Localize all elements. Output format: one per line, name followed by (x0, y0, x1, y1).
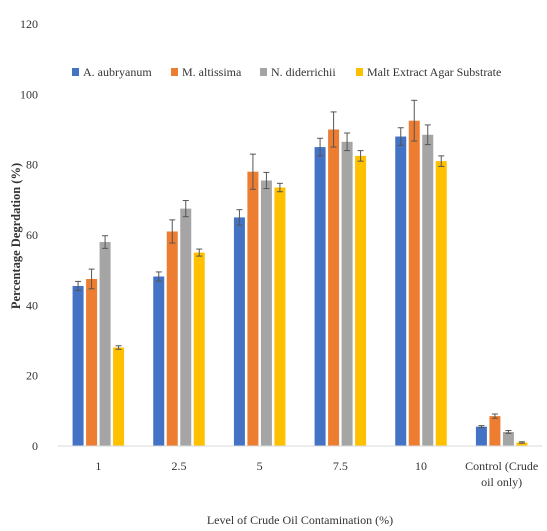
error-bar (518, 441, 525, 444)
y-tick-label: 20 (26, 369, 38, 383)
legend-item: M. altissima (171, 65, 242, 79)
error-bar (249, 153, 256, 190)
legend-swatch (72, 68, 79, 76)
bar (475, 426, 487, 446)
bar (355, 155, 367, 446)
y-tick-label: 0 (32, 439, 38, 453)
legend-item: N. diderrichii (260, 65, 336, 79)
error-bar (397, 127, 404, 146)
error-bar (357, 150, 364, 162)
y-tick-label: 120 (20, 17, 38, 31)
bar (180, 208, 192, 446)
bar (395, 136, 407, 447)
legend-label: N. diderrichii (271, 65, 336, 79)
bar (86, 278, 98, 446)
error-bar (75, 280, 82, 292)
y-tick-label: 40 (26, 298, 38, 312)
bar (502, 431, 514, 446)
y-axis-title: Percentage Degrdation (%) (9, 163, 23, 309)
error-bar (276, 182, 283, 193)
bar (193, 252, 205, 446)
bar (489, 416, 501, 446)
x-category-label: 2.5 (172, 459, 187, 473)
bar (72, 285, 84, 446)
bar (166, 231, 178, 446)
legend-item: Malt Extract Agar Substrate (356, 65, 501, 79)
bar (274, 187, 286, 446)
error-bar (155, 271, 162, 282)
bar (314, 147, 326, 447)
x-category-label: 5 (257, 459, 263, 473)
bar (113, 347, 125, 446)
y-tick-label: 60 (26, 228, 38, 242)
bar (516, 442, 528, 446)
legend-label: M. altissima (182, 65, 242, 79)
error-bar (478, 425, 485, 429)
bar (408, 120, 420, 446)
error-bar (236, 209, 243, 226)
chart-legend: A. aubryanum M. altissima N. diderrichii Ma… (72, 65, 501, 79)
error-bar (102, 235, 109, 249)
legend-swatch (356, 68, 363, 76)
bar-series (72, 99, 528, 447)
y-axis-ticks: 0 20 40 60 80 100 120 (20, 17, 38, 453)
bar (233, 217, 245, 446)
x-category-label: Control (Crude oil only) (465, 459, 538, 489)
error-bar (196, 248, 203, 257)
legend-label: A. aubryanum (83, 65, 152, 79)
y-tick-label: 80 (26, 158, 38, 172)
legend-label: Malt Extract Agar Substrate (367, 65, 501, 79)
y-tick-label: 100 (20, 87, 38, 101)
bar (328, 129, 340, 446)
legend-item: A. aubryanum (72, 65, 152, 79)
legend-swatch (171, 68, 178, 76)
error-bar (263, 171, 270, 190)
legend-swatch (260, 68, 267, 76)
error-bar (344, 132, 351, 152)
error-bar (330, 111, 337, 148)
x-category-label: 10 (415, 459, 427, 473)
error-bar (115, 345, 122, 350)
error-bar (438, 155, 445, 167)
bar (260, 180, 272, 446)
x-category-label: 7.5 (333, 459, 348, 473)
bar (153, 276, 165, 446)
bar (247, 171, 259, 446)
bar (341, 141, 353, 446)
bar (422, 134, 434, 446)
error-bar (88, 268, 95, 290)
x-axis-title: Level of Crude Oil Contamination (%) (207, 513, 393, 527)
x-axis-categories: 1 2.5 5 7.5 10 Control (Crude oil only) (95, 459, 538, 489)
bar (99, 242, 111, 446)
x-category-label: 1 (95, 459, 101, 473)
error-bar (411, 99, 418, 142)
bar (435, 161, 447, 446)
error-bar (182, 200, 189, 218)
error-bar (505, 430, 512, 434)
error-bar (491, 413, 498, 419)
error-bar (317, 137, 324, 157)
error-bar (169, 219, 176, 244)
error-bar (424, 124, 431, 146)
